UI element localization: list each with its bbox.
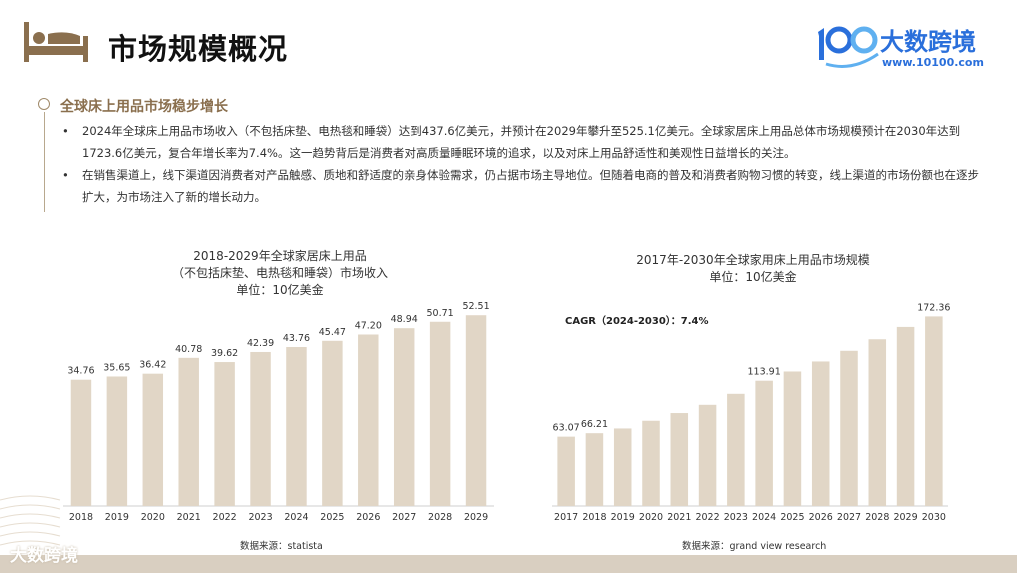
x-tick-label: 2023 [724, 512, 748, 523]
chart-title-line: 单位：10亿美金 [709, 270, 797, 284]
data-label: 34.76 [67, 366, 94, 377]
bar-2030 [925, 316, 943, 506]
x-tick-label: 2022 [695, 512, 719, 523]
bar-2023 [250, 351, 271, 506]
logo [818, 26, 879, 68]
bar-2028 [868, 339, 887, 506]
bar-2021 [670, 413, 689, 506]
bar-2018 [70, 379, 92, 506]
right-chart-source: 数据来源：grand view research [682, 541, 827, 552]
x-tick-label: 2026 [809, 512, 833, 523]
x-tick-label: 2026 [356, 512, 380, 523]
data-label: 50.71 [427, 308, 454, 319]
data-label: 47.20 [355, 321, 382, 332]
data-label: 40.78 [175, 344, 202, 355]
bullet-dot: • [62, 168, 69, 182]
bullet-text: 在销售渠道上，线下渠道因消费者对产品触感、质地和舒适度的亲身体验需求，仍占据市场… [82, 168, 979, 204]
data-label: 39.62 [211, 348, 238, 359]
decorative-arc [0, 513, 61, 519]
x-tick-label: 2019 [611, 512, 635, 523]
data-label: 113.91 [748, 367, 781, 378]
data-label: 48.94 [391, 314, 418, 325]
section-title: 全球床上用品市场稳步增长 [60, 99, 228, 115]
cagr-annotation: CAGR（2024-2030）：7.4% [565, 316, 709, 327]
bar-2028 [429, 321, 451, 506]
x-tick-label: 2021 [177, 512, 201, 523]
footer-logo: 大数跨境 [10, 546, 78, 566]
bar-2025 [322, 340, 343, 506]
bar-2026 [358, 334, 379, 506]
bar-2018 [585, 433, 604, 506]
bar-2023 [727, 393, 745, 506]
data-label: 35.65 [103, 362, 130, 373]
bar-2020 [142, 373, 164, 506]
x-tick-label: 2025 [320, 512, 344, 523]
bar-2024 [755, 380, 773, 506]
x-tick-label: 2028 [865, 512, 889, 523]
logo-text: 大数跨境 [880, 28, 976, 56]
section-marker [38, 98, 50, 110]
x-tick-label: 2028 [428, 512, 452, 523]
x-tick-label: 2021 [667, 512, 691, 523]
bar-2029 [896, 326, 915, 506]
x-tick-label: 2023 [248, 512, 272, 523]
timeline-line [44, 112, 45, 212]
x-tick-label: 2029 [893, 512, 917, 523]
x-tick-label: 2024 [752, 512, 776, 523]
decorative-arc [0, 504, 61, 510]
x-tick-label: 2018 [69, 512, 93, 523]
logo-url: www.10100.com [882, 56, 984, 69]
bar-2022 [698, 404, 717, 506]
x-tick-label: 2020 [639, 512, 663, 523]
x-tick-label: 2027 [392, 512, 416, 523]
data-label: 66.21 [581, 419, 608, 430]
x-tick-label: 2025 [780, 512, 804, 523]
x-tick-label: 2019 [105, 512, 129, 523]
bed-icon [24, 22, 88, 62]
data-label: 36.42 [139, 360, 166, 371]
bar-2025 [783, 371, 802, 506]
bar-2027 [840, 350, 858, 506]
bar-2020 [642, 420, 660, 506]
bar-2024 [286, 347, 307, 506]
x-tick-label: 2018 [582, 512, 606, 523]
x-tick-label: 2020 [141, 512, 165, 523]
bullet-item: • 在销售渠道上，线下渠道因消费者对产品触感、质地和舒适度的亲身体验需求，仍占据… [62, 164, 982, 208]
right-chart-title: 2017年-2030年全球家用床上用品市场规模 单位：10亿美金 [548, 252, 958, 286]
data-label: 42.39 [247, 338, 274, 349]
data-label: 172.36 [917, 302, 950, 313]
footer-band [0, 555, 1017, 573]
data-label: 63.07 [553, 423, 580, 434]
x-tick-label: 2030 [922, 512, 946, 523]
bar-2022 [214, 362, 235, 506]
data-label: 43.76 [283, 333, 310, 344]
chart-title-line: 单位：10亿美金 [236, 283, 324, 297]
bar-2027 [393, 328, 415, 506]
x-tick-label: 2029 [464, 512, 488, 523]
bar-2019 [613, 428, 632, 506]
decorative-arc [0, 522, 61, 528]
bar-2017 [557, 436, 575, 506]
decorative-arc [0, 495, 61, 501]
left-chart-title: 2018-2029年全球家居床上用品 （不包括床垫、电热毯和睡袋）市场收入 单位… [60, 248, 500, 299]
chart-title-line: 2018-2029年全球家居床上用品 [193, 249, 367, 263]
chart-title-line: 2017年-2030年全球家用床上用品市场规模 [636, 253, 870, 267]
data-label: 45.47 [319, 327, 346, 338]
x-tick-label: 2024 [284, 512, 308, 523]
x-tick-label: 2027 [837, 512, 861, 523]
bar-2026 [811, 361, 830, 506]
bullet-text: 2024年全球床上用品市场收入（不包括床垫、电热毯和睡袋）达到437.6亿美元，… [82, 124, 961, 160]
x-tick-label: 2022 [213, 512, 237, 523]
chart-title-line: （不包括床垫、电热毯和睡袋）市场收入 [171, 266, 388, 280]
page-title: 市场规模概况 [108, 32, 289, 66]
bullet-item: • 2024年全球床上用品市场收入（不包括床垫、电热毯和睡袋）达到437.6亿美… [62, 120, 982, 164]
left-chart-source: 数据来源：statista [240, 541, 323, 552]
data-label: 52.51 [462, 301, 489, 312]
bar-2019 [106, 376, 128, 506]
x-tick-label: 2017 [554, 512, 578, 523]
bullet-dot: • [62, 124, 69, 138]
bar-2021 [178, 357, 199, 506]
bar-2029 [465, 315, 487, 506]
decorative-arc [0, 531, 61, 537]
